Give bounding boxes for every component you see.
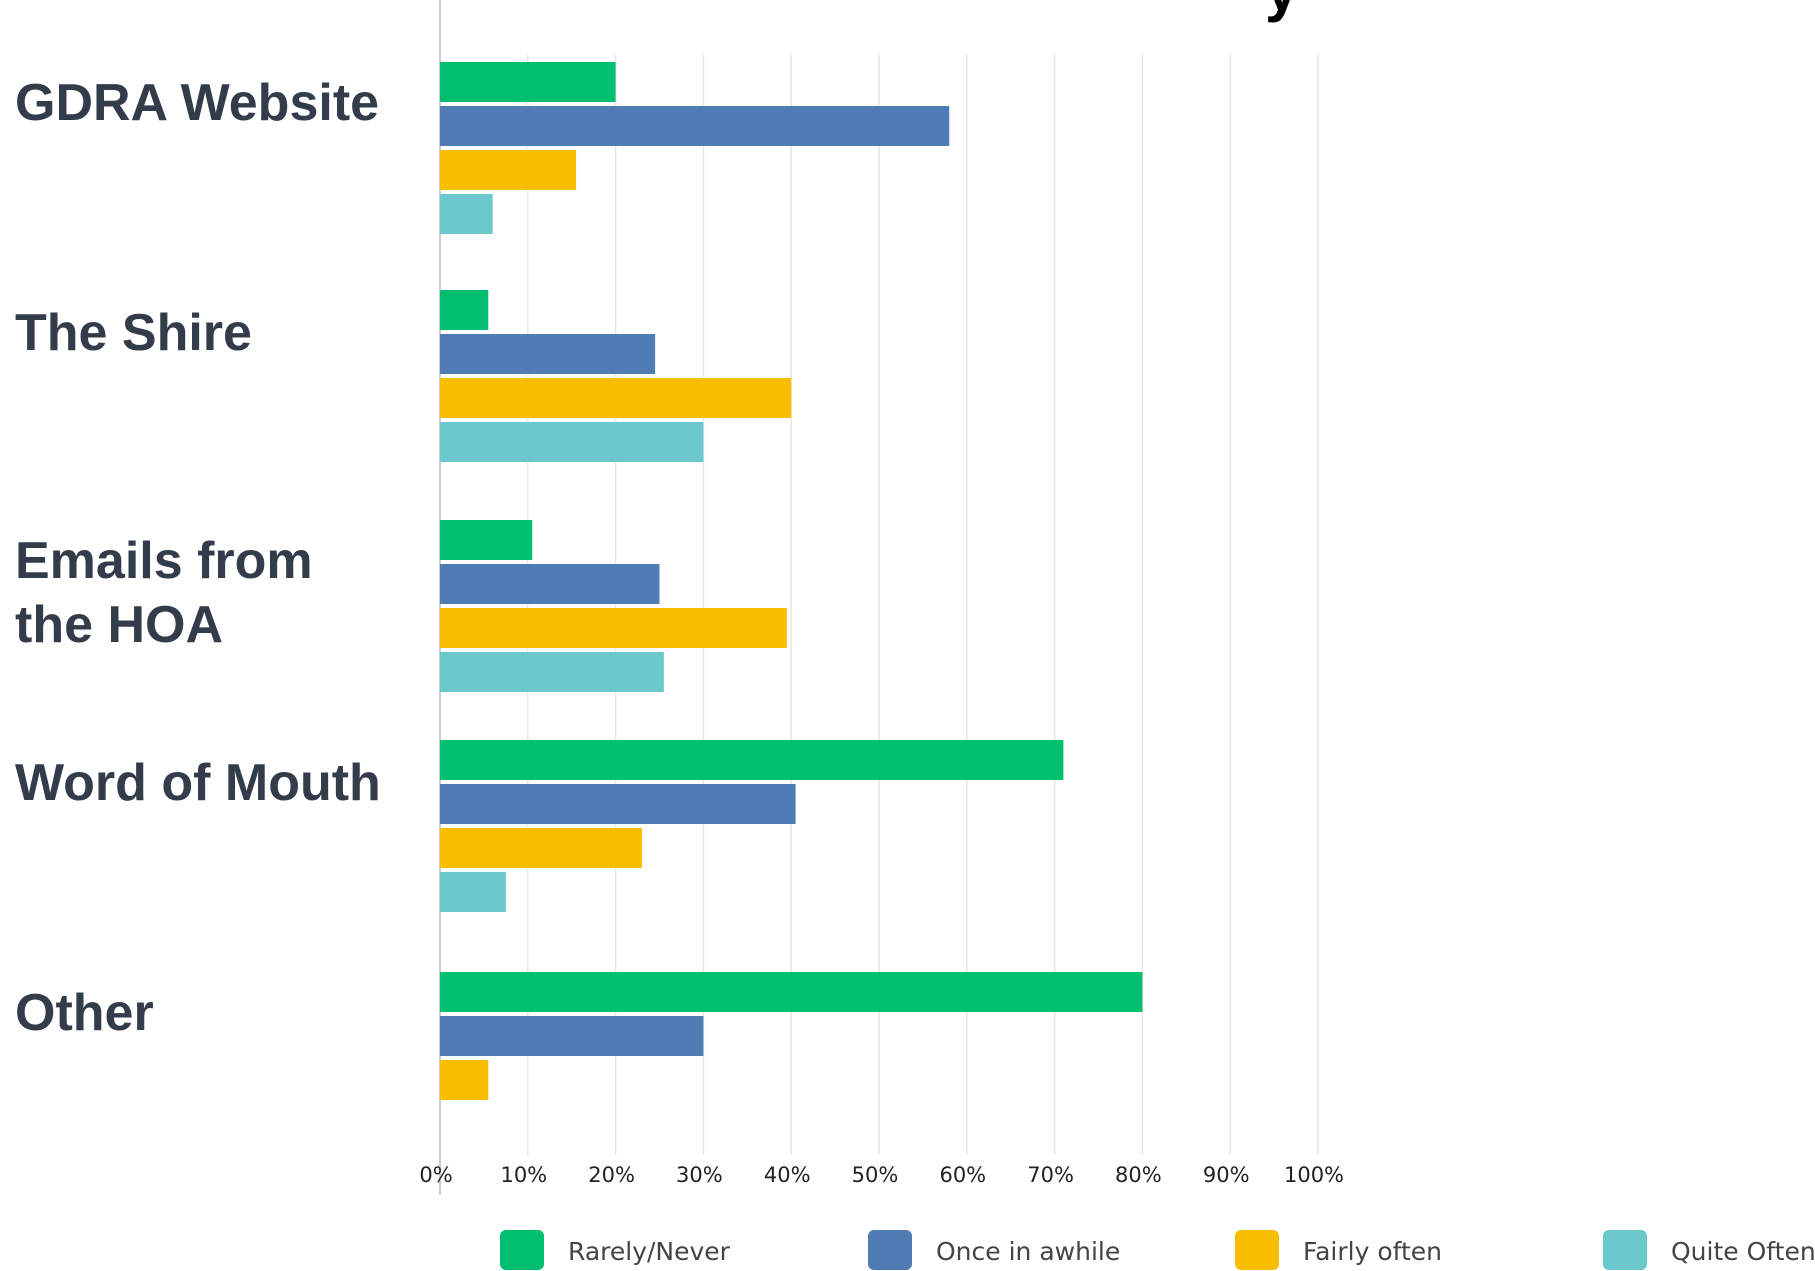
bar-rarely-never-3 (440, 740, 1064, 780)
x-tick-label: 0% (419, 1163, 452, 1187)
bar-fairly-often-3 (440, 828, 642, 868)
x-tick-label: 60% (939, 1163, 986, 1187)
legend-swatch (500, 1230, 544, 1270)
bar-fairly-often-2 (440, 608, 787, 648)
x-tick-label: 30% (676, 1163, 723, 1187)
legend-label: Fairly often (1303, 1237, 1442, 1266)
x-tick-label: 70% (1027, 1163, 1074, 1187)
bar-once-in-awhile-4 (440, 1016, 704, 1056)
legend-label: Once in awhile (936, 1237, 1120, 1266)
category-labels: GDRA Website The Shire Emails from the HOA W… (15, 74, 381, 1042)
legend-swatch (868, 1230, 912, 1270)
category-label: Emails from (15, 532, 313, 590)
bar-fairly-often-0 (440, 150, 577, 190)
legend-swatch (1603, 1230, 1647, 1270)
bar-rarely-never-1 (440, 290, 489, 330)
x-tick-label: 40% (764, 1163, 811, 1187)
bar-fairly-often-4 (440, 1060, 489, 1100)
category-label: the HOA (15, 596, 223, 654)
category-label: GDRA Website (15, 74, 379, 132)
category-label: The Shire (15, 304, 252, 362)
bar-once-in-awhile-2 (440, 564, 660, 604)
bar-rarely-never-2 (440, 520, 533, 560)
bar-once-in-awhile-0 (440, 106, 950, 146)
category-label: Word of Mouth (15, 754, 381, 812)
bars (440, 62, 1143, 1100)
legend-swatch (1235, 1230, 1279, 1270)
x-tick-label: 80% (1115, 1163, 1162, 1187)
bar-once-in-awhile-3 (440, 784, 796, 824)
bar-rarely-never-0 (440, 62, 616, 102)
legend-label: Rarely/Never (568, 1237, 731, 1266)
x-tick-label: 50% (852, 1163, 899, 1187)
legend-label: Quite Often (1671, 1237, 1815, 1266)
legend: Rarely/Never Once in awhile Fairly often Qu… (500, 1230, 1815, 1270)
bar-quite-often-2 (440, 652, 664, 692)
x-tick-label: 20% (588, 1163, 635, 1187)
chart-title-fragment: y (1265, 0, 1299, 23)
category-label: Other (15, 984, 154, 1042)
bar-quite-often-3 (440, 872, 506, 912)
bar-quite-often-0 (440, 194, 493, 234)
x-tick-label: 100% (1284, 1163, 1344, 1187)
x-tick-label: 10% (500, 1163, 547, 1187)
bar-quite-often-1 (440, 422, 704, 462)
bar-once-in-awhile-1 (440, 334, 656, 374)
x-tick-label: 90% (1203, 1163, 1250, 1187)
bar-fairly-often-1 (440, 378, 792, 418)
x-tick-labels: 0% 10% 20% 30% 40% 50% 60% 70% 80% 90% 100% (419, 1163, 1344, 1187)
bar-rarely-never-4 (440, 972, 1143, 1012)
